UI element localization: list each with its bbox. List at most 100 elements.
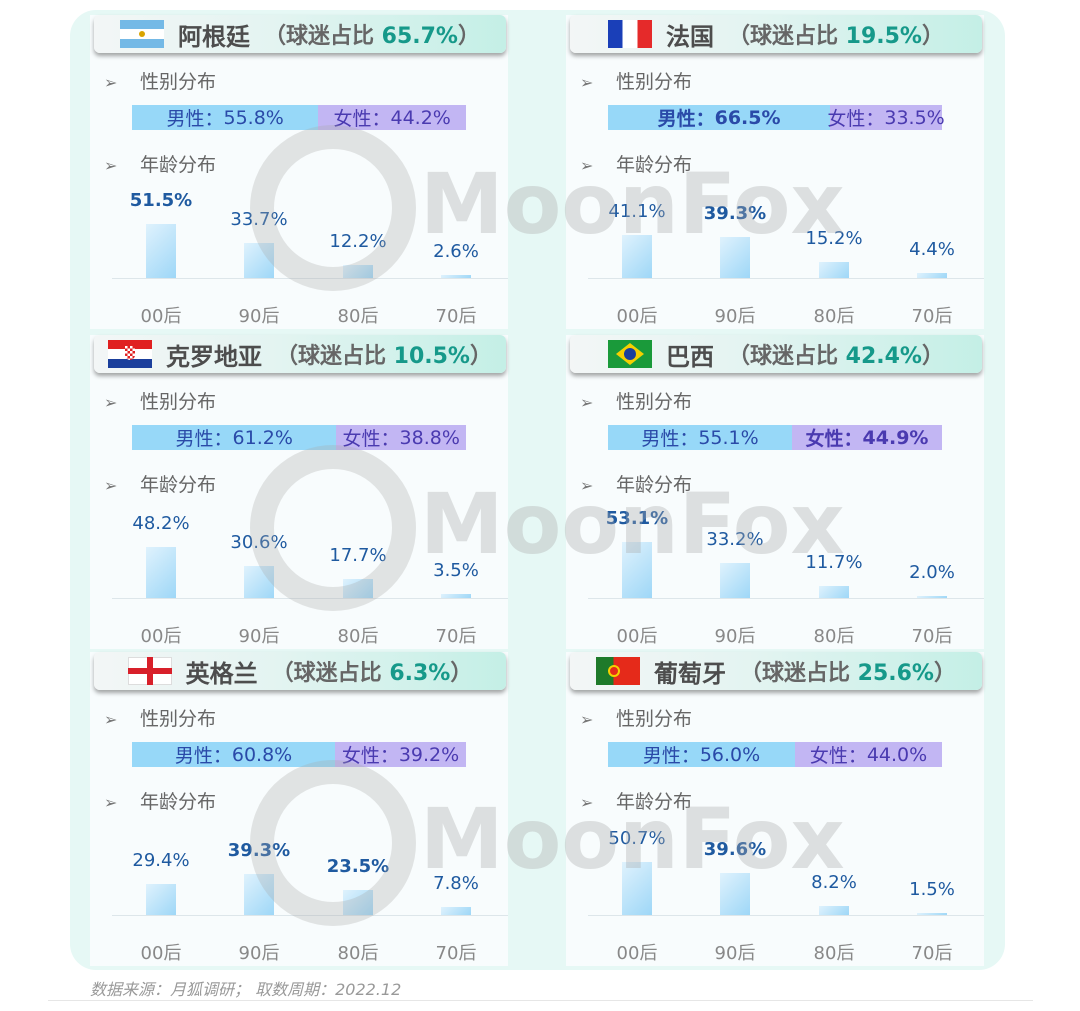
source-note: 数据来源：月狐调研； 取数周期：2022.12 — [90, 980, 402, 999]
age-bar — [244, 242, 274, 278]
age-bar — [917, 595, 947, 598]
fan-share-value: 65.7% — [381, 24, 458, 49]
axis-baseline — [112, 278, 508, 279]
age-category-label: 70后 — [911, 626, 953, 647]
age-value-label: 7.8% — [433, 872, 479, 894]
age-category-label: 80后 — [337, 943, 379, 964]
age-category-label: 70后 — [435, 626, 477, 647]
country-panel: 法国 （球迷占比 19.5%） ➢ 性别分布 男性： 66.5% 女性： 33.5% … — [566, 15, 984, 329]
country-name: 巴西 — [665, 342, 714, 371]
country-header: 巴西 （球迷占比 42.4%） — [570, 335, 982, 373]
age-value-label: 41.1% — [608, 200, 666, 222]
arrow-icon: ➢ — [104, 73, 118, 92]
gender-bar: 男性： 56.0% 女性： 44.0% — [608, 742, 942, 767]
age-section-title: ➢ 年龄分布 — [104, 791, 217, 813]
age-section-title: ➢ 年龄分布 — [580, 791, 693, 813]
age-category-label: 00后 — [140, 943, 182, 964]
fan-share-value: 10.5% — [393, 344, 470, 369]
age-bar — [343, 579, 373, 598]
age-value-label: 29.4% — [132, 850, 190, 872]
age-bar — [917, 273, 947, 278]
divider — [48, 1000, 1033, 1001]
axis-baseline — [588, 278, 984, 279]
portugal-flag-icon — [595, 657, 640, 685]
age-value-label: 8.2% — [811, 872, 857, 894]
female-segment: 女性： 39.2% — [335, 742, 466, 767]
axis-baseline — [112, 915, 508, 916]
country-name: 英格兰 — [185, 659, 258, 688]
arrow-icon: ➢ — [580, 710, 594, 729]
gender-section-title: ➢ 性别分布 — [580, 708, 693, 730]
argentina-flag-icon — [119, 20, 164, 48]
age-value-label: 1.5% — [909, 879, 955, 900]
male-segment: 男性： 61.2% — [132, 425, 337, 450]
age-value-label: 15.2% — [805, 228, 863, 250]
age-category-label: 70后 — [435, 943, 477, 964]
arrow-icon: ➢ — [580, 393, 594, 412]
arrow-icon: ➢ — [104, 710, 118, 729]
england-flag-icon — [127, 657, 172, 685]
age-bar — [343, 265, 373, 278]
age-category-label: 70后 — [911, 943, 953, 964]
age-category-label: 90后 — [714, 626, 756, 647]
age-section-title: ➢ 年龄分布 — [104, 154, 217, 176]
fan-share-value: 6.3% — [389, 661, 451, 686]
age-bar — [819, 262, 849, 278]
fan-share-value: 19.5% — [845, 24, 922, 49]
age-category-label: 00后 — [140, 626, 182, 647]
age-value-label: 2.0% — [909, 561, 955, 583]
age-category-label: 90后 — [714, 943, 756, 964]
gender-bar: 男性： 66.5% 女性： 33.5% — [608, 105, 945, 130]
country-name: 克罗地亚 — [165, 342, 262, 371]
female-segment: 女性： 44.0% — [795, 742, 942, 767]
age-bar — [146, 884, 176, 915]
gender-section-title: ➢ 性别分布 — [104, 708, 217, 730]
fan-share: （球迷占比 42.4%） — [727, 344, 944, 369]
age-value-label: 48.2% — [132, 513, 190, 535]
fan-share: （球迷占比 19.5%） — [727, 24, 944, 49]
age-bar — [146, 223, 176, 278]
age-bar — [622, 234, 652, 278]
gender-bar: 男性： 55.1% 女性： 44.9% — [608, 425, 942, 450]
country-name: 葡萄牙 — [653, 659, 726, 688]
gender-section-title: ➢ 性别分布 — [104, 391, 217, 413]
gender-bar: 男性： 55.8% 女性： 44.2% — [132, 105, 466, 130]
age-bar — [622, 861, 652, 915]
age-bar — [146, 547, 176, 598]
arrow-icon: ➢ — [104, 793, 118, 812]
age-value-label: 51.5% — [129, 189, 193, 211]
age-category-label: 90后 — [238, 943, 280, 964]
age-category-label: 80后 — [337, 626, 379, 647]
age-value-label: 23.5% — [326, 856, 390, 878]
france-flag-icon — [607, 20, 652, 48]
male-segment: 男性： 56.0% — [608, 742, 796, 767]
age-section-title: ➢ 年龄分布 — [104, 474, 217, 496]
country-panel: 英格兰 （球迷占比 6.3%） ➢ 性别分布 男性： 60.8% 女性： 39.2% … — [90, 652, 508, 966]
brazil-flag-icon — [607, 340, 652, 368]
fan-share-value: 25.6% — [857, 661, 934, 686]
age-category-label: 80后 — [813, 306, 855, 327]
arrow-icon: ➢ — [580, 73, 594, 92]
country-name: 阿根廷 — [177, 22, 250, 51]
age-value-label: 39.6% — [703, 839, 767, 861]
arrow-icon: ➢ — [104, 156, 118, 175]
country-panel: 阿根廷 （球迷占比 65.7%） ➢ 性别分布 男性： 55.8% 女性： 44.2%… — [90, 15, 508, 329]
axis-baseline — [588, 915, 984, 916]
age-bar — [819, 906, 849, 915]
gender-section-title: ➢ 性别分布 — [580, 71, 693, 93]
male-segment: 男性： 55.8% — [132, 105, 319, 130]
age-category-label: 00后 — [616, 943, 658, 964]
country-panel: 葡萄牙 （球迷占比 25.6%） ➢ 性别分布 男性： 56.0% 女性： 44.0%… — [566, 652, 984, 966]
age-bar — [720, 873, 750, 915]
country-name: 法国 — [665, 22, 714, 51]
fan-share-value: 42.4% — [845, 344, 922, 369]
country-header: 英格兰 （球迷占比 6.3%） — [94, 652, 506, 690]
arrow-icon: ➢ — [580, 793, 594, 812]
fan-share: （球迷占比 10.5%） — [275, 344, 492, 369]
axis-baseline — [588, 598, 984, 599]
arrow-icon: ➢ — [104, 476, 118, 495]
age-value-label: 33.2% — [706, 529, 764, 551]
country-header: 阿根廷 （球迷占比 65.7%） — [94, 15, 506, 53]
age-bar — [441, 906, 471, 915]
age-section-title: ➢ 年龄分布 — [580, 474, 693, 496]
